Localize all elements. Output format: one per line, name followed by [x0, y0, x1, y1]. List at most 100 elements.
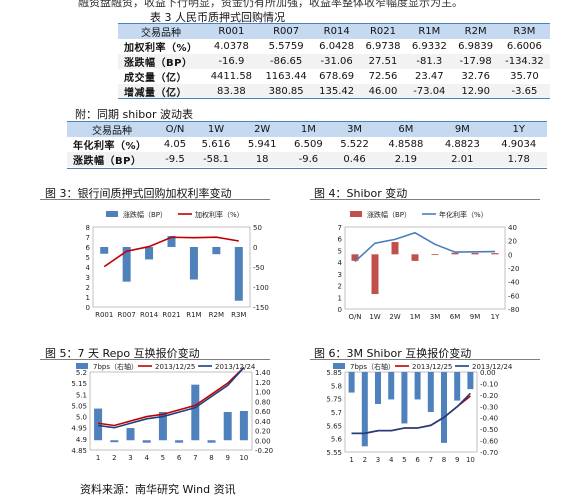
- y-left-tick-label: 5.55: [326, 449, 342, 457]
- t3-header-cell: R021: [359, 24, 407, 39]
- x-tick-label: 8: [442, 456, 446, 464]
- y-left-tick-label: 3: [338, 271, 342, 279]
- bar: [348, 372, 355, 393]
- y-left-tick-label: 1: [86, 294, 90, 302]
- y-right-tick-label: 0.80: [255, 398, 271, 406]
- bar: [191, 384, 200, 441]
- x-tick-label: 3: [376, 456, 380, 464]
- t3-cell: 6.6006: [506, 41, 542, 52]
- y-right-tick-label: -0.60: [480, 438, 498, 446]
- t3-cell: 6.0428: [319, 41, 355, 52]
- legend-label: 加权利率（%）: [195, 210, 244, 219]
- plot-area: [89, 371, 253, 451]
- bar: [451, 252, 459, 255]
- t3-cell: -16.9: [204, 54, 259, 69]
- ts-cell: -9.6: [285, 152, 332, 167]
- series-line: [103, 236, 239, 268]
- t3-cell: 35.70: [510, 71, 539, 82]
- ts-cell: 0.46: [331, 152, 378, 167]
- ts-row-label: 涨跌幅（BP）: [67, 152, 157, 167]
- y-right-tick-label: 0: [508, 251, 512, 259]
- t3-header-cell: R1M: [406, 24, 453, 39]
- t3-row-label: 涨跌幅（BP）: [118, 54, 204, 69]
- y-left-tick-label: 4.9: [76, 436, 87, 444]
- y-right-tick-label: 0.20: [255, 428, 271, 436]
- ts-header-cell: 6M: [377, 122, 435, 137]
- legend-label: 7bps（右轴）: [93, 362, 138, 371]
- series-line: [354, 231, 496, 263]
- bar: [431, 254, 439, 255]
- bar: [391, 242, 399, 255]
- bar: [401, 372, 408, 424]
- fig4-chart: 0 1 2 3 4 5 6 7 -80 -60 -40 -20 0 20 40 O/N 1W 2W 1M 3M 6M 9M…: [338, 210, 520, 321]
- ts-header-cell: 1W: [192, 122, 240, 137]
- t3-header-cell: 交易品种: [118, 24, 204, 39]
- t3-cell: -86.65: [258, 54, 314, 69]
- y-left-tick-label: 5: [338, 247, 342, 255]
- y-left-tick-label: 4: [86, 264, 91, 272]
- plot-area: [344, 226, 506, 310]
- bar: [361, 372, 368, 447]
- series-line: [97, 366, 245, 427]
- bar: [234, 247, 243, 301]
- x-tick-label: 1: [349, 456, 353, 464]
- y-right-tick-label: 1.00: [255, 389, 271, 397]
- bar: [122, 247, 131, 282]
- x-tick-label: 6: [177, 454, 182, 462]
- fig4-caption: 图 4：Shibor 变动: [314, 187, 408, 200]
- x-tick-label: 4: [144, 454, 149, 462]
- ts-cell: 1.78: [490, 152, 547, 167]
- x-tick-label: 7: [193, 454, 197, 462]
- ts-header-cell: 1M: [285, 122, 332, 137]
- y-right-tick-label: 0.60: [255, 408, 271, 416]
- y-left-tick-label: 0: [338, 306, 342, 314]
- y-left-tick-label: 6: [86, 244, 91, 252]
- y-left-tick-label: 4.85: [71, 447, 87, 455]
- ts-row-label: 年化利率（%）: [73, 141, 147, 152]
- y-right-tick-label: -0.30: [480, 403, 498, 411]
- t3-cell: 12.90: [452, 84, 499, 99]
- legend-label: 7bps（右轴）: [350, 362, 395, 371]
- y-left-tick-label: 8: [86, 224, 90, 232]
- t3-cell: 4411.58: [210, 71, 253, 82]
- t3-cell: -17.98: [452, 54, 499, 69]
- y-left-tick-label: 1: [338, 294, 342, 302]
- y-left-tick-label: 0: [86, 304, 90, 312]
- legend-label: 涨跌幅（BP）: [123, 210, 167, 219]
- bar: [371, 254, 379, 295]
- shibor-table: 交易品种 O/N 1W 2W 1M 3M 6M 9M 1Y 年化利率（%） 4.05 5.616 5.9…: [67, 122, 547, 167]
- x-tick-label: 9M: [470, 313, 481, 321]
- x-tick-label: 1Y: [491, 313, 500, 321]
- bar: [145, 247, 154, 260]
- x-tick-label: 4: [389, 456, 394, 464]
- bar: [239, 411, 248, 441]
- y-left-tick-label: 7: [86, 234, 90, 242]
- y-left-tick-label: 5.1: [76, 391, 87, 399]
- t3-cell: -134.32: [498, 54, 550, 69]
- x-tick-label: 8: [209, 454, 213, 462]
- t3-cell: 5.5759: [268, 41, 304, 52]
- legend-label: 2013/12/24: [215, 363, 256, 371]
- x-tick-label: 1W: [369, 313, 380, 321]
- y-right-tick-label: -0.70: [480, 449, 498, 457]
- ts-header-cell: O/N: [157, 122, 193, 137]
- t3-cell: 83.38: [204, 84, 259, 99]
- y-left-tick-label: 5.6: [331, 436, 343, 444]
- ts-header-cell: 1Y: [490, 122, 547, 137]
- bar: [167, 235, 176, 247]
- bar: [375, 372, 381, 404]
- y-right-tick-label: 0.00: [255, 437, 271, 445]
- x-tick-label: 3M: [430, 313, 441, 321]
- ts-cell: 6.509: [294, 139, 323, 150]
- x-tick-label: 6M: [450, 313, 461, 321]
- x-tick-label: 2: [112, 454, 116, 462]
- series-line: [97, 367, 245, 429]
- table3-title: 表 3 人民币质押式回购情况: [150, 11, 285, 24]
- bar: [441, 372, 447, 443]
- x-tick-label: 1: [96, 454, 100, 462]
- t3-cell: 135.42: [313, 84, 360, 99]
- bar: [207, 440, 216, 443]
- bar: [351, 254, 359, 261]
- bar: [471, 252, 479, 255]
- x-tick-label: 3: [128, 454, 132, 462]
